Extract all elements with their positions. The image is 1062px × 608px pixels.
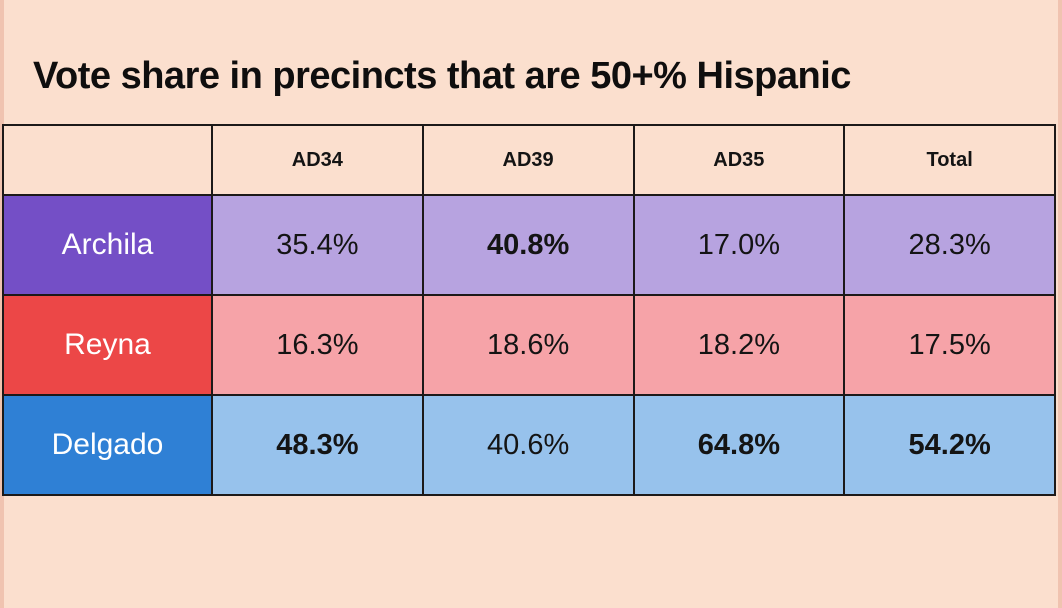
col-header-total: Total <box>843 124 1056 196</box>
corner-cell <box>2 124 213 196</box>
cell-delgado-ad39: 40.6% <box>421 394 635 496</box>
cell-reyna-ad39: 18.6% <box>421 294 635 396</box>
table-row-delgado: Delgado 48.3% 40.6% 64.8% 54.2% <box>2 394 1056 496</box>
header-row: AD34 AD39 AD35 Total <box>2 124 1056 196</box>
row-label-archila: Archila <box>2 194 213 296</box>
col-header-ad35: AD35 <box>632 124 846 196</box>
cell-delgado-ad35: 64.8% <box>632 394 846 496</box>
vote-share-table: AD34 AD39 AD35 Total Archila 35.4% 40.8%… <box>2 124 1056 496</box>
cell-reyna-total: 17.5% <box>843 294 1056 396</box>
slide-left-edge <box>0 0 4 608</box>
cell-delgado-ad34: 48.3% <box>211 394 424 496</box>
cell-reyna-ad35: 18.2% <box>632 294 846 396</box>
chart-title: Vote share in precincts that are 50+% Hi… <box>33 55 851 97</box>
col-header-ad39: AD39 <box>421 124 635 196</box>
cell-archila-ad35: 17.0% <box>632 194 846 296</box>
table-row-reyna: Reyna 16.3% 18.6% 18.2% 17.5% <box>2 294 1056 396</box>
row-label-delgado: Delgado <box>2 394 213 496</box>
col-header-ad34: AD34 <box>211 124 424 196</box>
row-label-reyna: Reyna <box>2 294 213 396</box>
cell-archila-total: 28.3% <box>843 194 1056 296</box>
cell-delgado-total: 54.2% <box>843 394 1056 496</box>
table-row-archila: Archila 35.4% 40.8% 17.0% 28.3% <box>2 194 1056 296</box>
cell-archila-ad34: 35.4% <box>211 194 424 296</box>
slide-right-edge <box>1058 0 1062 608</box>
cell-archila-ad39: 40.8% <box>421 194 635 296</box>
cell-reyna-ad34: 16.3% <box>211 294 424 396</box>
